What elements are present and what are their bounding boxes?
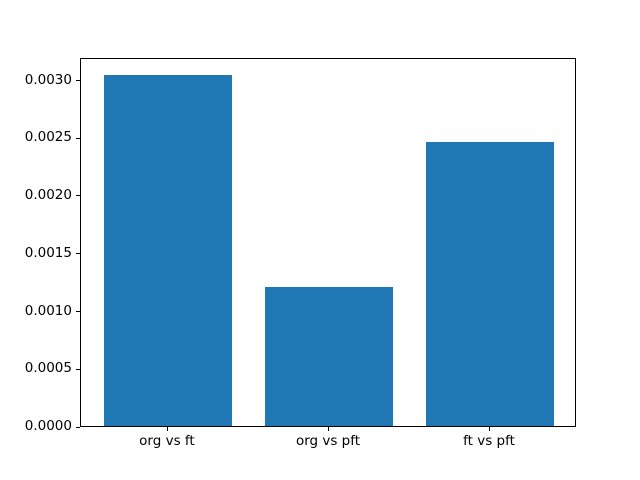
y-tick-mark <box>76 310 80 312</box>
x-tick-mark <box>328 427 329 431</box>
x-tick-label: ft vs pft <box>463 433 515 449</box>
y-tick-label: 0.0000 <box>24 418 72 435</box>
y-tick-label: 0.0020 <box>24 187 72 204</box>
y-tick-label: 0.0030 <box>24 71 72 88</box>
y-tick-mark <box>76 137 80 139</box>
bar-org-vs-pft <box>264 287 394 426</box>
bar-org-vs-ft <box>103 74 233 426</box>
plot-area <box>80 58 576 427</box>
x-tick-label: org vs ft <box>139 433 195 449</box>
bar-ft-vs-pft <box>425 141 555 426</box>
x-tick-mark <box>489 427 491 431</box>
y-tick-label: 0.0010 <box>24 302 72 319</box>
y-tick-mark <box>76 195 80 197</box>
x-tick-mark <box>166 427 168 431</box>
y-tick-label: 0.0025 <box>24 129 72 146</box>
y-tick-mark <box>76 368 80 370</box>
y-tick-mark <box>76 253 80 255</box>
y-tick-label: 0.0015 <box>24 244 72 261</box>
x-tick-label: org vs pft <box>295 433 361 449</box>
y-tick-mark <box>76 426 80 428</box>
y-tick-mark <box>76 79 80 81</box>
y-tick-label: 0.0005 <box>24 360 72 377</box>
